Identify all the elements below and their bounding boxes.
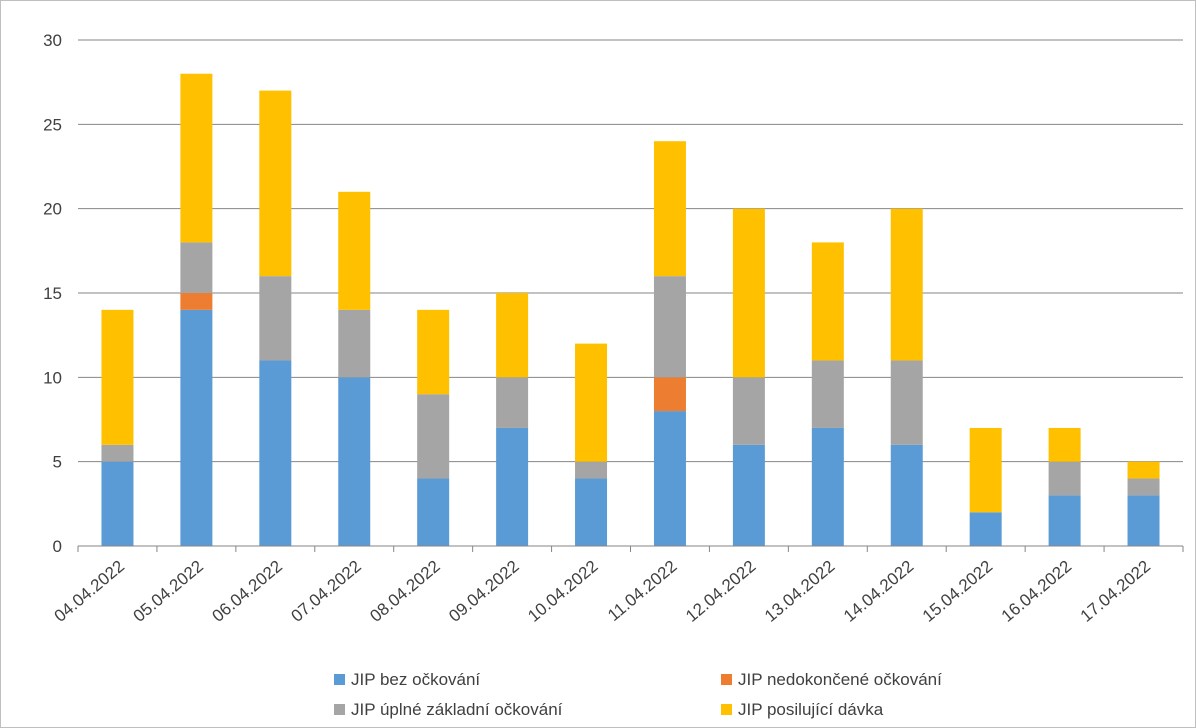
- bar-segment: [259, 360, 291, 546]
- x-tick-label: 09.04.2022: [445, 557, 522, 626]
- bar-segment: [891, 445, 923, 546]
- bar-segment: [575, 462, 607, 479]
- y-tick-label: 20: [43, 200, 62, 219]
- bar-segment: [180, 310, 212, 546]
- bar-segment: [338, 192, 370, 310]
- legend-swatch: [334, 704, 345, 715]
- bar-segment: [101, 310, 133, 445]
- bar-segment: [812, 428, 844, 546]
- bar-segment: [1049, 428, 1081, 462]
- bar-segment: [417, 310, 449, 394]
- bar-segment: [1128, 462, 1160, 479]
- x-tick-label: 14.04.2022: [840, 557, 917, 626]
- bar-segment: [654, 377, 686, 411]
- y-tick-label: 25: [43, 115, 62, 134]
- bar-segment: [812, 242, 844, 360]
- bar-segment: [654, 141, 686, 276]
- x-tick-label: 05.04.2022: [130, 557, 207, 626]
- bar-segment: [654, 276, 686, 377]
- x-tick-label: 13.04.2022: [761, 557, 838, 626]
- y-tick-label: 0: [53, 537, 62, 556]
- x-tick-label: 04.04.2022: [51, 557, 128, 626]
- bar-segment: [417, 479, 449, 546]
- bar-segment: [575, 479, 607, 546]
- bars: [101, 74, 1159, 546]
- bar-segment: [891, 209, 923, 361]
- x-tick-label: 11.04.2022: [604, 557, 680, 625]
- bar-segment: [733, 209, 765, 378]
- bar-segment: [259, 276, 291, 360]
- bar-segment: [180, 293, 212, 310]
- y-tick-label: 30: [43, 31, 62, 50]
- x-tick-label: 07.04.2022: [287, 557, 364, 626]
- legend-label: JIP bez očkování: [351, 670, 480, 689]
- y-tick-label: 5: [53, 453, 62, 472]
- x-tick-label: 10.04.2022: [524, 557, 601, 626]
- y-tick-label: 10: [43, 368, 62, 387]
- bar-segment: [970, 428, 1002, 512]
- bar-segment: [338, 310, 370, 377]
- bar-segment: [101, 462, 133, 546]
- x-tick-label: 06.04.2022: [208, 557, 285, 626]
- legend-label: JIP posilující dávka: [738, 700, 884, 719]
- legend-swatch: [721, 704, 732, 715]
- bar-segment: [101, 445, 133, 462]
- bar-segment: [1128, 495, 1160, 546]
- bar-segment: [496, 377, 528, 428]
- x-tick-label: 12.04.2022: [682, 557, 759, 626]
- gridlines: [78, 40, 1183, 462]
- legend-label: JIP nedokončené očkování: [738, 670, 942, 689]
- legend-swatch: [334, 674, 345, 685]
- x-tick-label: 08.04.2022: [366, 557, 443, 626]
- bar-segment: [891, 360, 923, 444]
- bar-segment: [417, 394, 449, 478]
- legend-swatch: [721, 674, 732, 685]
- x-tick-label: 17.04.2022: [1077, 557, 1154, 626]
- bar-segment: [1049, 495, 1081, 546]
- y-tick-label: 15: [43, 284, 62, 303]
- bar-segment: [1049, 462, 1081, 496]
- bar-segment: [496, 428, 528, 546]
- bar-segment: [338, 377, 370, 546]
- axes: 0 5 10 15 20 25 30 04.04.2022 05.04.2022 06.04.20…: [43, 31, 1183, 626]
- bar-segment: [970, 512, 1002, 546]
- x-tick-label: 16.04.2022: [998, 557, 1075, 626]
- legend: JIP bez očkování JIP nedokončené očkování…: [334, 670, 942, 719]
- bar-segment: [1128, 479, 1160, 496]
- x-tick-label: 15.04.2022: [919, 557, 996, 626]
- bar-segment: [575, 344, 607, 462]
- bar-segment: [259, 91, 291, 277]
- legend-label: JIP úplné základní očkování: [351, 700, 563, 719]
- bar-segment: [180, 242, 212, 293]
- bar-segment: [812, 360, 844, 427]
- bar-segment: [733, 377, 765, 444]
- bar-segment: [654, 411, 686, 546]
- bar-segment: [496, 293, 528, 377]
- bar-segment: [180, 74, 212, 243]
- bar-segment: [733, 445, 765, 546]
